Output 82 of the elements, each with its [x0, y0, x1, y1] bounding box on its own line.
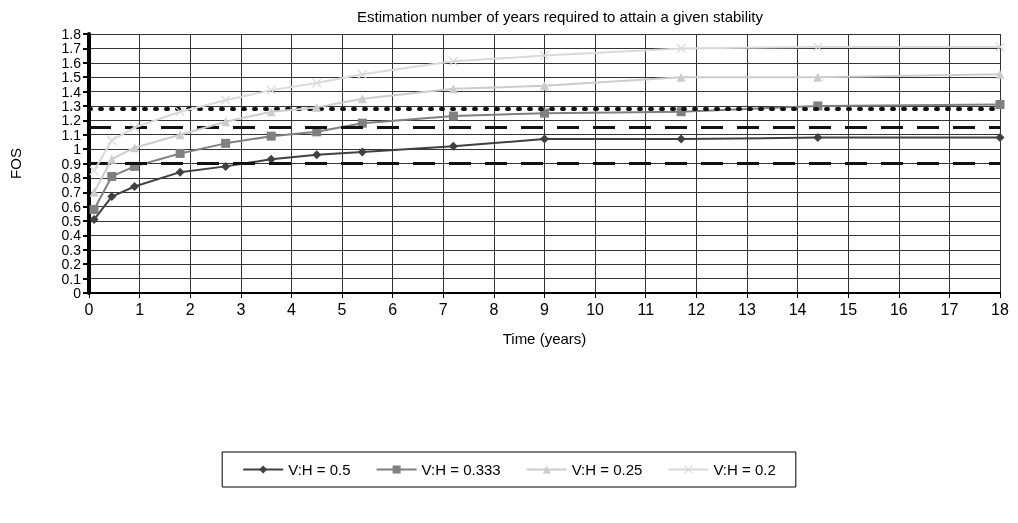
point: [107, 135, 117, 145]
y-tick-label: 1.5: [61, 69, 82, 86]
point: [995, 69, 1005, 79]
point: [175, 167, 185, 177]
point: [89, 215, 99, 225]
point: [540, 81, 549, 91]
point: [312, 78, 322, 88]
x-tick-label: 10: [586, 300, 605, 318]
y-tick-label: 0: [73, 285, 82, 301]
y-tick-label: 1.3: [61, 97, 82, 114]
legend-label: V:H = 0.5: [288, 461, 351, 478]
point: [107, 192, 117, 202]
y-tick-label: 0.7: [61, 184, 82, 201]
x-tick-label: 11: [637, 300, 655, 318]
point: [107, 154, 117, 164]
point: [813, 72, 823, 82]
y-axis-title: FOS: [7, 148, 24, 179]
y-tick-label: 0.6: [61, 198, 82, 215]
point: [175, 107, 185, 117]
x-tick-label: 17: [940, 300, 959, 318]
point: [676, 72, 686, 82]
legend-label: V:H = 0.25: [571, 461, 643, 478]
y-tick-label: 1.6: [61, 54, 82, 71]
point: [312, 150, 322, 160]
point: [448, 111, 458, 121]
point: [130, 182, 140, 192]
chart-title: Estimation number of years required to attain a given stability: [356, 8, 764, 25]
point: [312, 102, 322, 112]
point: [130, 143, 140, 153]
point: [221, 95, 231, 105]
point: [995, 100, 1005, 110]
y-tick-label: 1: [73, 141, 82, 158]
point: [357, 147, 367, 157]
x-tick-label: 12: [687, 300, 706, 318]
y-tick-label: 1.1: [61, 126, 82, 143]
y-tick-label: 1.8: [61, 26, 82, 42]
y-tick-label: 0.8: [61, 169, 82, 186]
point: [813, 42, 823, 52]
point: [676, 134, 686, 144]
x-tick-label: 3: [236, 300, 246, 318]
x-tick-label: 5: [337, 300, 347, 318]
point: [221, 161, 231, 171]
y-tick-label: 1.2: [61, 112, 82, 129]
point: [89, 205, 99, 215]
point: [221, 138, 231, 148]
x-tick-label: 8: [489, 300, 499, 318]
legend-label: V:H = 0.2: [713, 461, 776, 478]
legend-label: V:H = 0.333: [421, 461, 501, 478]
y-tick-label: 0.1: [61, 270, 82, 287]
x-tick-label: 2: [185, 300, 195, 318]
y-tick-label: 0.3: [61, 241, 82, 258]
y-tick-label: 0.2: [61, 256, 82, 273]
x-tick-label: 18: [991, 300, 1009, 318]
point: [89, 187, 99, 197]
point: [540, 134, 549, 144]
point: [448, 84, 458, 94]
point: [676, 43, 686, 53]
point: [540, 108, 549, 118]
y-tick-label: 1.7: [61, 40, 82, 57]
x-axis-title: Time (years): [502, 330, 587, 347]
x-tick-label: 15: [839, 300, 858, 318]
point: [89, 166, 99, 176]
point: [107, 171, 117, 181]
x-tick-label: 13: [738, 300, 756, 318]
y-tick-label: 0.5: [61, 213, 82, 230]
x-tick-label: 14: [788, 300, 807, 318]
x-tick-label: 16: [889, 300, 908, 318]
point: [995, 133, 1005, 143]
x-tick-label: 9: [540, 300, 550, 318]
point: [813, 133, 823, 143]
x-tick-label: 0: [84, 300, 94, 318]
point: [175, 148, 185, 158]
x-tick-label: 1: [135, 300, 145, 318]
x-tick-label: 7: [438, 300, 448, 318]
point: [175, 130, 185, 140]
y-tick-label: 0.9: [61, 155, 82, 172]
point: [266, 131, 276, 141]
y-tick-label: 0.4: [61, 227, 82, 244]
x-tick-label: 4: [286, 300, 296, 318]
x-tick-label: 6: [388, 300, 398, 318]
y-tick-label: 1.4: [61, 83, 82, 100]
point: [448, 141, 458, 151]
